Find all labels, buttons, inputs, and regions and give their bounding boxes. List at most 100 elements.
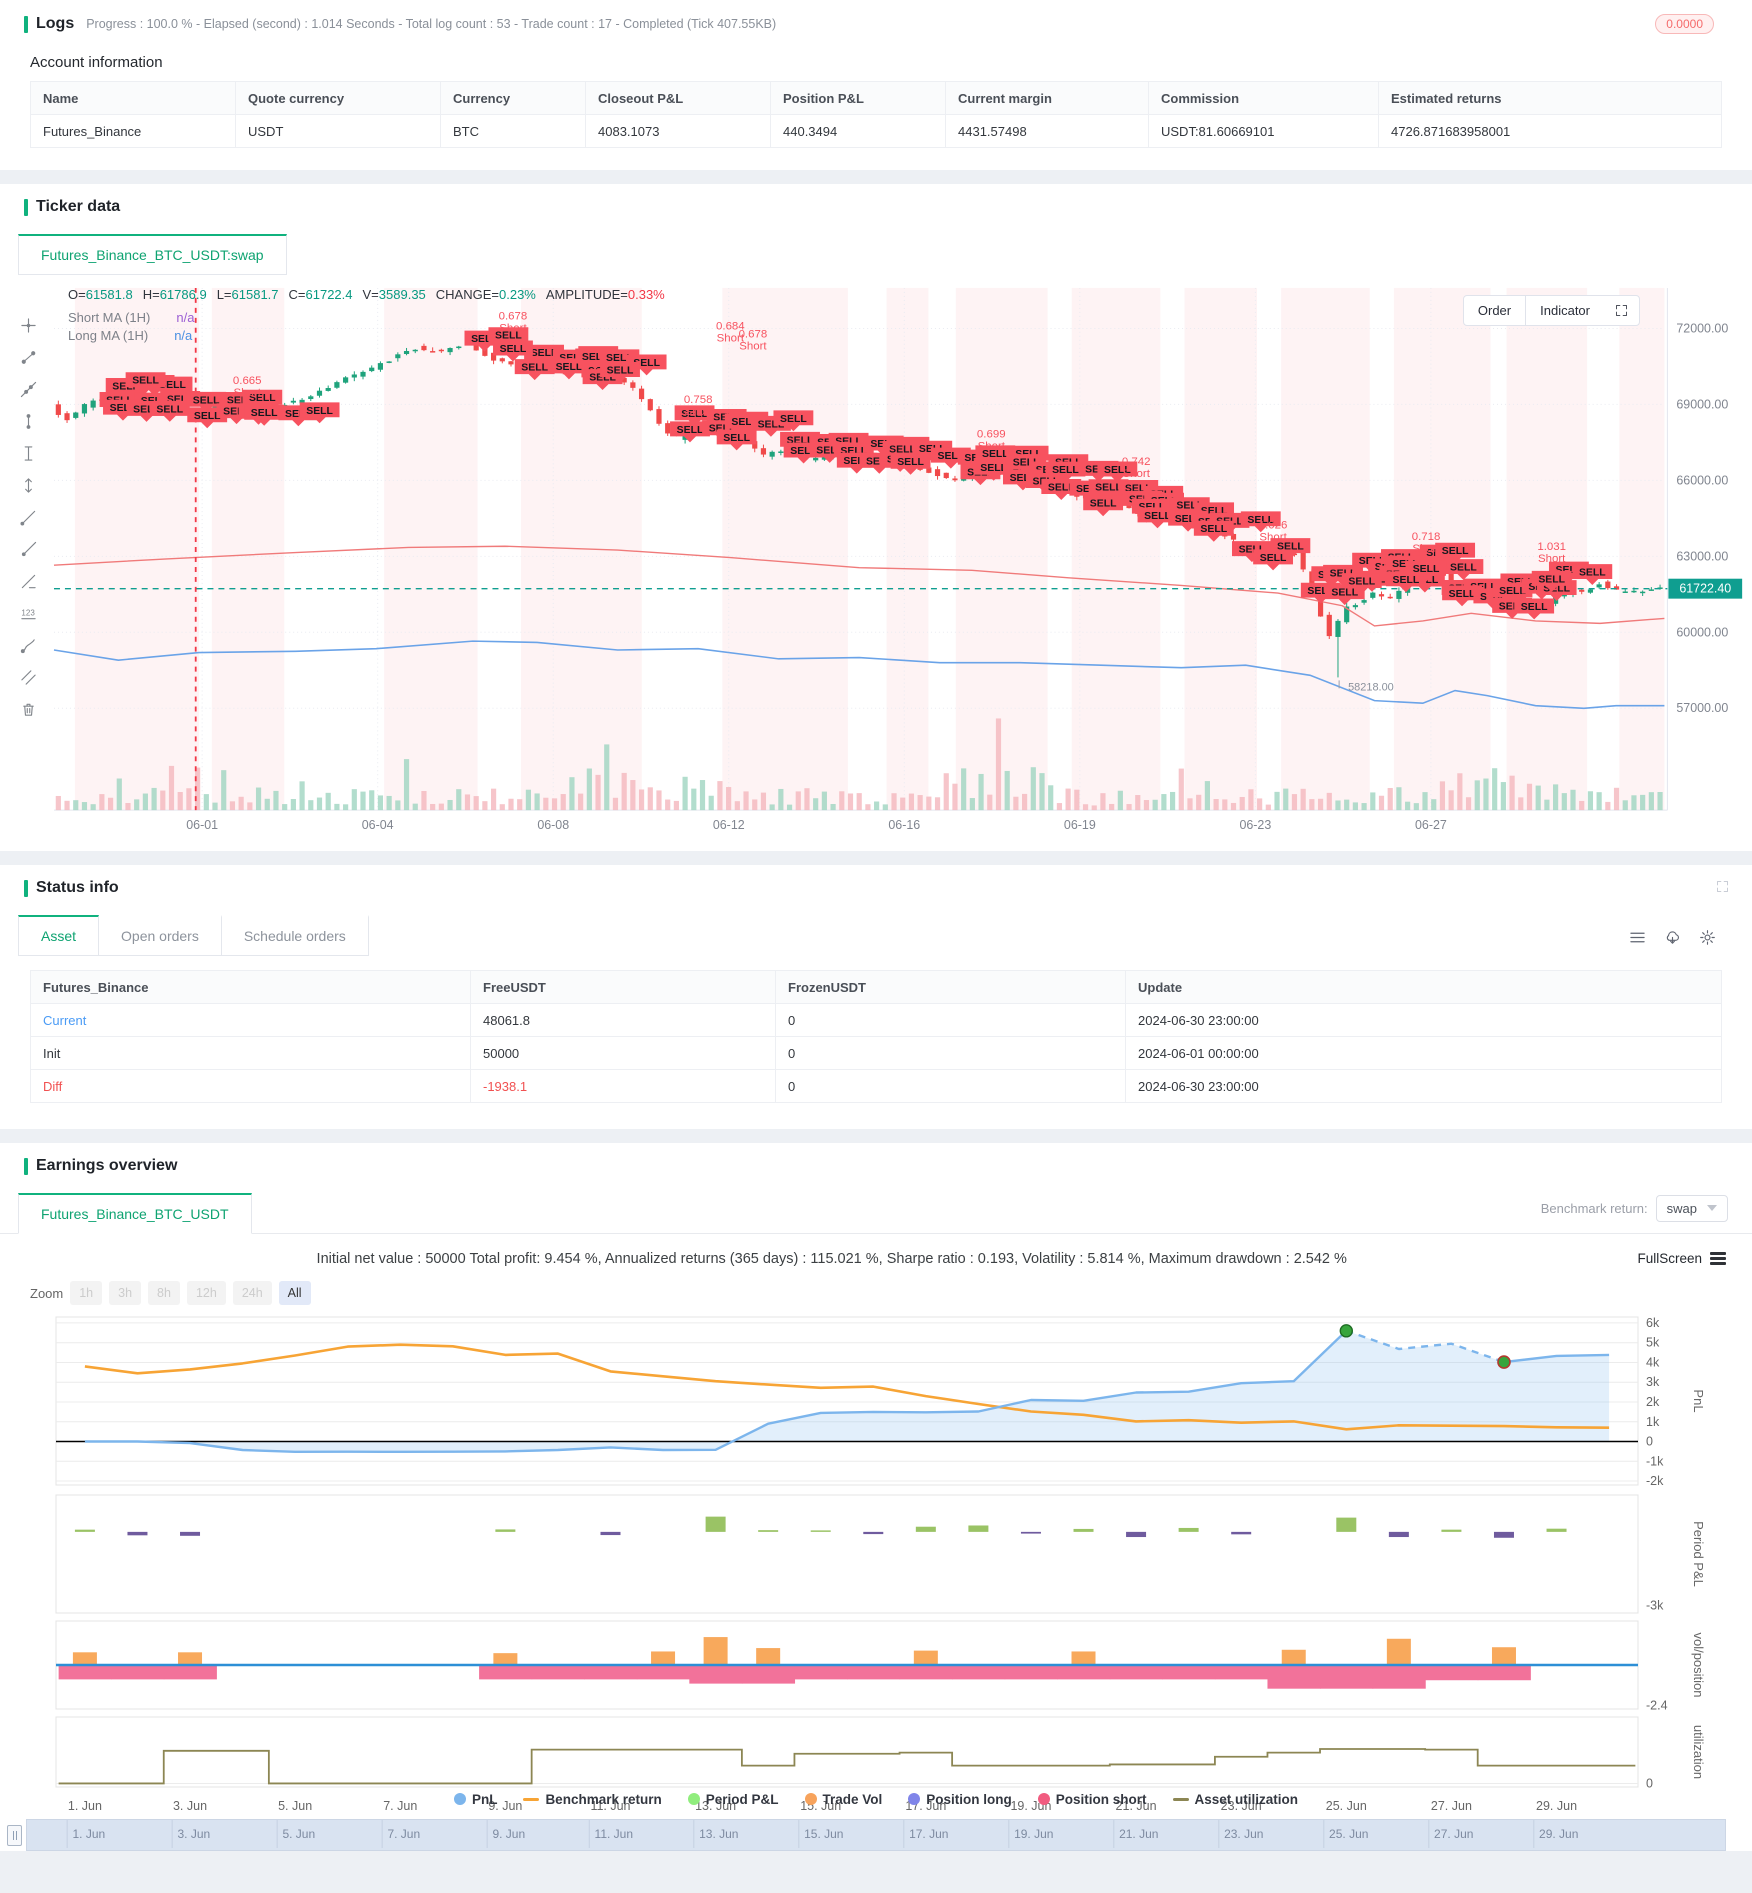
- zoom-8h-button[interactable]: 8h: [148, 1281, 180, 1306]
- numbers-icon[interactable]: 123: [20, 605, 37, 622]
- svg-text:vol/position: vol/position: [1691, 1633, 1706, 1698]
- account-table: Name Quote currency Currency Closeout P&L Po…: [30, 81, 1722, 148]
- legend-item-period-p&l[interactable]: Period P&L: [687, 1792, 779, 1807]
- fullscreen-label: FullScreen: [1637, 1251, 1702, 1267]
- svg-text:Short: Short: [1122, 468, 1150, 480]
- svg-text:SELL: SELL: [167, 394, 194, 405]
- svg-text:SELL: SELL: [132, 376, 159, 387]
- svg-text:-2k: -2k: [1646, 1474, 1664, 1488]
- svg-text:PnL: PnL: [1691, 1390, 1706, 1413]
- legend-item-asset-utilization[interactable]: Asset utilization: [1172, 1792, 1298, 1807]
- indicator-button[interactable]: Indicator: [1525, 296, 1604, 325]
- svg-text:0: 0: [1646, 1777, 1653, 1791]
- svg-text:21. Jun: 21. Jun: [1116, 1799, 1157, 1813]
- tab-open-orders[interactable]: Open orders: [99, 915, 222, 956]
- svg-text:06-16: 06-16: [888, 818, 920, 832]
- earnings-chart[interactable]: 6k 5k 4k 3k 2k 1k 0 -1k -2k PnL -3k Period P&L -2.4 v…: [26, 1313, 1726, 1818]
- svg-text:SELL: SELL: [249, 393, 276, 404]
- zoom-12h-button[interactable]: 12h: [186, 1281, 226, 1306]
- account-cell: USDT: [235, 114, 441, 148]
- svg-text:61722.40: 61722.40: [1679, 582, 1731, 596]
- order-button[interactable]: Order: [1477, 303, 1512, 318]
- svg-text:72000.00: 72000.00: [1676, 321, 1728, 335]
- ohlc-item: O=61581.8: [68, 287, 133, 302]
- svg-text:SELL: SELL: [159, 380, 186, 391]
- account-col-header: Estimated returns: [1378, 81, 1722, 115]
- parallel-channel-icon[interactable]: [20, 669, 37, 686]
- settings-icon[interactable]: [1699, 929, 1716, 946]
- svg-text:SELL: SELL: [1052, 465, 1079, 476]
- drawing-toolbar[interactable]: 123: [8, 279, 50, 839]
- svg-text:1k: 1k: [1646, 1415, 1660, 1429]
- svg-text:0.684: 0.684: [716, 321, 745, 333]
- trash-icon[interactable]: [20, 701, 37, 718]
- extended-line-icon[interactable]: [20, 381, 37, 398]
- svg-text:SELL: SELL: [1499, 586, 1526, 597]
- ohlc-item: CHANGE=0.23%: [435, 287, 536, 302]
- ray-icon[interactable]: [20, 541, 37, 558]
- status-row-label: Diff: [30, 1069, 471, 1103]
- status-col-header: FreeUSDT: [470, 970, 776, 1004]
- price-range-icon[interactable]: [20, 477, 37, 494]
- svg-text:Short: Short: [717, 333, 745, 345]
- status-tabs: Asset Open orders Schedule orders: [0, 903, 1752, 956]
- svg-text:SELL: SELL: [109, 403, 136, 414]
- navigator-label: 7. Jun: [381, 1820, 420, 1849]
- menu-icon: [1710, 1250, 1726, 1267]
- info-line-icon[interactable]: [20, 573, 37, 590]
- range-navigator[interactable]: 1. Jun 3. Jun 5. Jun 7. Jun 9. Jun 11. Jun 13.…: [7, 1819, 1726, 1852]
- status-cell: 2024-06-30 23:00:00: [1125, 1069, 1722, 1103]
- svg-text:SELL: SELL: [193, 395, 220, 406]
- svg-text:Period P&L: Period P&L: [1691, 1521, 1706, 1587]
- vertical-range-icon[interactable]: [20, 445, 37, 462]
- zoom-all-button[interactable]: All: [278, 1281, 311, 1306]
- svg-text:SELL: SELL: [555, 362, 582, 373]
- benchmark-select[interactable]: swap: [1655, 1194, 1728, 1222]
- zoom-controls: Zoom 1h 3h 8h 12h 24h All: [0, 1271, 1752, 1309]
- tab-schedule-orders[interactable]: Schedule orders: [221, 915, 369, 956]
- navigator-handle[interactable]: [7, 1825, 22, 1847]
- logs-summary: Progress : 100.0 % - Elapsed (second) : …: [86, 17, 777, 31]
- status-row-label[interactable]: Current: [30, 1003, 471, 1037]
- navigator-label: 27. Jun: [1428, 1820, 1473, 1849]
- svg-text:123: 123: [22, 608, 36, 617]
- svg-text:SELL: SELL: [1125, 483, 1152, 494]
- zoom-1h-button[interactable]: 1h: [70, 1281, 103, 1306]
- expand-icon[interactable]: [1614, 303, 1629, 318]
- ohlc-item: C=61722.4: [288, 287, 353, 302]
- svg-text:-3k: -3k: [1646, 1599, 1664, 1613]
- tab-earnings-symbol[interactable]: Futures_Binance_BTC_USDT: [18, 1193, 252, 1234]
- menu-icon[interactable]: [1629, 929, 1646, 946]
- collapse-icon[interactable]: [1715, 879, 1730, 894]
- legend-item-pnl[interactable]: PnL: [453, 1792, 497, 1807]
- legend-item-position-long[interactable]: Position long: [908, 1792, 1012, 1807]
- status-cell: -1938.1: [470, 1069, 776, 1103]
- tab-ticker-symbol[interactable]: Futures_Binance_BTC_USDT:swap: [18, 234, 287, 275]
- vertical-segment-icon[interactable]: [20, 413, 37, 430]
- svg-text:SELL: SELL: [606, 353, 633, 364]
- cloud-download-icon[interactable]: [1664, 929, 1681, 946]
- svg-text:0.718: 0.718: [1412, 531, 1441, 543]
- fullscreen-button[interactable]: FullScreen: [1637, 1250, 1726, 1267]
- zoom-3h-button[interactable]: 3h: [109, 1281, 142, 1306]
- svg-text:Short: Short: [233, 387, 261, 399]
- status-cell: 48061.8: [470, 1003, 776, 1037]
- svg-text:5. Jun: 5. Jun: [278, 1799, 312, 1813]
- ohlc-item: AMPLITUDE=0.33%: [545, 287, 665, 302]
- crosshair-icon[interactable]: [20, 317, 37, 334]
- section-accent-bar: [24, 198, 28, 216]
- svg-text:SELL: SELL: [1392, 575, 1419, 586]
- legend-item-trade-vol[interactable]: Trade Vol: [804, 1792, 882, 1807]
- zoom-24h-button[interactable]: 24h: [232, 1281, 272, 1306]
- legend-item-position-short[interactable]: Position short: [1037, 1792, 1147, 1807]
- svg-text:SELL: SELL: [1543, 584, 1570, 595]
- brush-icon[interactable]: [20, 637, 37, 654]
- tab-asset[interactable]: Asset: [18, 915, 100, 956]
- svg-text:SELL: SELL: [306, 406, 333, 417]
- svg-text:SELL: SELL: [194, 411, 221, 422]
- trend-line-icon[interactable]: [20, 509, 37, 526]
- trend-segment-icon[interactable]: [20, 349, 37, 366]
- account-info-title: Account information: [30, 54, 163, 71]
- legend-item-benchmark-return[interactable]: Benchmark return: [523, 1792, 662, 1807]
